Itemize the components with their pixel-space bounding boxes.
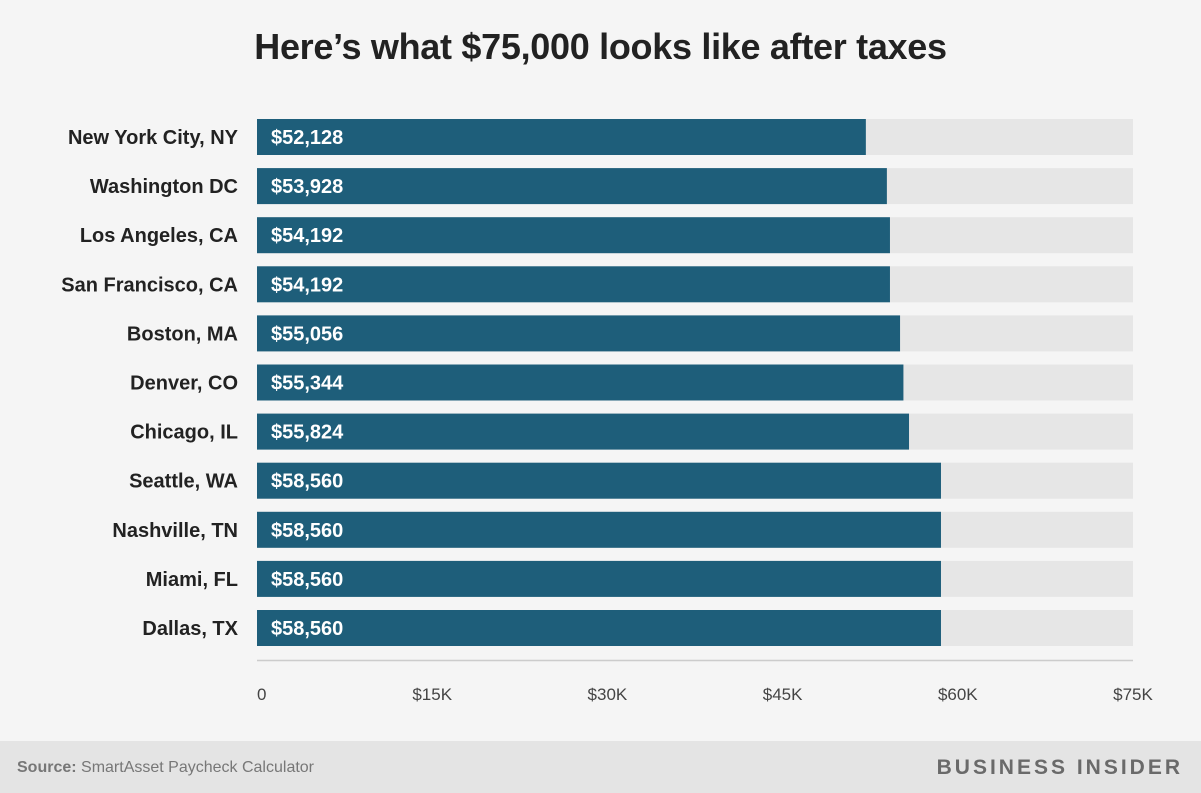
category-label: Miami, FL	[146, 569, 238, 591]
bar	[257, 511, 941, 548]
bar-chart: New York City, NY $52,128 Washington DC $53…	[61, 119, 1154, 704]
category-label: Nashville, TN	[112, 520, 238, 542]
source-text: SmartAsset Paycheck Calculator	[81, 759, 315, 776]
category-label: New York City, NY	[68, 127, 239, 149]
data-label: $58,560	[271, 471, 343, 493]
data-label: $55,344	[271, 373, 344, 395]
data-label: $58,560	[271, 569, 343, 591]
footer: Source: SmartAsset Paycheck Calculator B…	[0, 741, 1201, 793]
category-label: Chicago, IL	[130, 422, 238, 444]
bar	[257, 217, 890, 254]
data-label: $53,928	[271, 176, 343, 198]
x-tick-label: $45K	[763, 685, 803, 704]
category-label: Denver, CO	[130, 373, 238, 395]
bar	[257, 168, 887, 205]
data-label: $55,824	[271, 422, 344, 444]
category-label: Washington DC	[90, 176, 238, 198]
chart-title: Here’s what $75,000 looks like after tax…	[254, 26, 947, 67]
bar	[257, 413, 910, 450]
category-label: San Francisco, CA	[61, 274, 238, 296]
bar	[257, 315, 901, 352]
bar	[257, 266, 890, 303]
bar	[257, 560, 941, 597]
category-label: Boston, MA	[127, 323, 238, 345]
x-tick-label: 0	[257, 685, 266, 704]
data-label: $54,192	[271, 225, 343, 247]
bar	[257, 610, 941, 646]
bar	[257, 462, 941, 499]
x-tick-label: $15K	[412, 685, 452, 704]
x-tick-label: $75K	[1113, 685, 1153, 704]
category-label: Los Angeles, CA	[80, 225, 238, 247]
data-label: $58,560	[271, 618, 343, 640]
x-tick-label: $30K	[588, 685, 628, 704]
category-label: Dallas, TX	[142, 618, 238, 640]
source-label: Source:	[17, 759, 77, 776]
brand-logo: BUSINESS INSIDER	[936, 756, 1183, 779]
data-label: $54,192	[271, 274, 343, 296]
data-label: $52,128	[271, 127, 343, 149]
x-tick-label: $60K	[938, 685, 978, 704]
category-label: Seattle, WA	[129, 471, 238, 493]
bar	[257, 364, 904, 401]
bar	[257, 119, 866, 155]
data-label: $55,056	[271, 323, 343, 345]
source-note: Source: SmartAsset Paycheck Calculator	[17, 759, 314, 777]
data-label: $58,560	[271, 520, 343, 542]
